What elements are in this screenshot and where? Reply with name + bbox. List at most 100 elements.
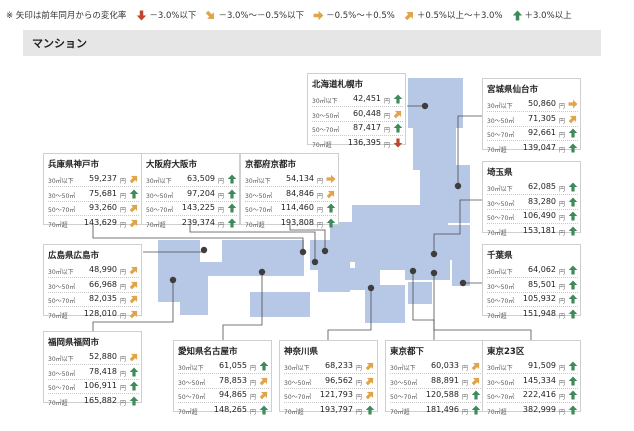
leader-line-fukuoka bbox=[92, 280, 174, 331]
size-label: 30㎡以下 bbox=[48, 178, 74, 185]
arrow-up-green-icon bbox=[227, 174, 237, 184]
row-divider bbox=[48, 200, 139, 202]
row-divider bbox=[487, 140, 578, 141]
city-marker-sendai bbox=[454, 182, 462, 190]
price-value: 71,305 bbox=[528, 113, 556, 123]
price-value: 87,417 bbox=[353, 123, 381, 132]
arrow-up-green-icon bbox=[227, 203, 237, 213]
price-row: 70㎡超 151,948 円 bbox=[487, 307, 578, 322]
city-marker-sapporo bbox=[421, 102, 429, 110]
arrow-up-green-icon bbox=[129, 189, 139, 199]
price-row: 30〜50㎡ 97,204 円 bbox=[146, 187, 237, 202]
unit-label: 円 bbox=[558, 229, 565, 237]
price-value: 61,055 bbox=[219, 361, 247, 370]
size-label: 50〜70㎡ bbox=[146, 207, 174, 214]
unit-label: 円 bbox=[355, 365, 362, 372]
arrow-down-right-orange-icon bbox=[205, 10, 216, 21]
price-value: 106,490 bbox=[522, 211, 556, 220]
row-divider bbox=[48, 364, 139, 365]
arrow-up-right-orange-icon bbox=[259, 376, 269, 386]
size-label: 70㎡超 bbox=[487, 312, 507, 320]
size-label: 30〜50㎡ bbox=[312, 112, 340, 120]
city-card-saitama: 埼玉県 30㎡以下 62,085 円 30〜50㎡ 83,280 円 50〜70… bbox=[482, 161, 581, 237]
legend-note: ※ 矢印は前年同月からの変化率 bbox=[6, 11, 127, 21]
unit-label: 円 bbox=[119, 399, 126, 407]
city-marker-fukuoka bbox=[169, 276, 177, 284]
arrow-up-green-icon bbox=[568, 280, 578, 290]
arrow-up-green-icon bbox=[568, 361, 578, 371]
unit-label: 円 bbox=[316, 207, 323, 214]
unit-label: 円 bbox=[119, 178, 126, 185]
map-shapes bbox=[158, 78, 470, 323]
section-header: マンション bbox=[23, 30, 601, 56]
arrow-up-green-icon bbox=[365, 405, 375, 415]
map-region bbox=[448, 225, 470, 260]
price-row: 50〜70㎡ 105,932 円 bbox=[487, 292, 578, 307]
size-label: 30㎡以下 bbox=[284, 365, 310, 372]
row-divider bbox=[48, 277, 139, 278]
price-value: 54,134 bbox=[286, 174, 314, 183]
size-label: 70㎡超 bbox=[245, 221, 265, 229]
price-row: 30〜50㎡ 88,891 円 bbox=[390, 374, 481, 389]
price-row: 50〜70㎡ 93,260 円 bbox=[48, 201, 139, 216]
map-region bbox=[408, 78, 463, 128]
row-divider bbox=[487, 277, 578, 278]
arrow-right-orange-icon bbox=[568, 99, 578, 109]
arrow-up-green-icon bbox=[568, 390, 578, 400]
size-label: 70㎡超 bbox=[312, 141, 332, 149]
unit-label: 円 bbox=[558, 312, 565, 320]
row-divider bbox=[487, 125, 578, 127]
unit-label: 円 bbox=[558, 283, 565, 291]
arrow-up-right-orange-icon bbox=[129, 265, 139, 275]
arrow-up-green-icon bbox=[471, 405, 481, 415]
price-value: 153,181 bbox=[522, 225, 556, 235]
arrow-up-green-icon bbox=[568, 197, 578, 207]
row-divider bbox=[487, 291, 578, 293]
price-row: 30㎡以下 50,860 円 bbox=[487, 97, 578, 112]
unit-label: 円 bbox=[217, 178, 224, 185]
unit-label: 円 bbox=[558, 200, 565, 208]
row-divider bbox=[487, 373, 578, 374]
arrow-down-red-icon bbox=[136, 10, 147, 21]
unit-label: 円 bbox=[558, 186, 565, 193]
size-label: 30㎡以下 bbox=[48, 356, 74, 363]
unit-label: 円 bbox=[249, 394, 256, 401]
row-divider bbox=[487, 402, 578, 403]
city-card-kyoto: 京都府京都市 30㎡以下 54,134 円 30〜50㎡ 84,846 円 50… bbox=[240, 153, 339, 229]
price-value: 120,588 bbox=[425, 390, 459, 399]
price-row: 50〜70㎡ 94,865 円 bbox=[178, 388, 269, 403]
size-label: 50〜70㎡ bbox=[390, 394, 418, 401]
row-divider bbox=[146, 215, 237, 216]
unit-label: 円 bbox=[119, 207, 126, 214]
arrow-up-green-icon bbox=[568, 128, 578, 138]
map-region bbox=[408, 282, 432, 304]
size-label: 70㎡超 bbox=[487, 229, 507, 237]
row-divider bbox=[390, 402, 481, 403]
map-region bbox=[180, 275, 208, 315]
arrow-up-right-orange-icon bbox=[129, 294, 139, 304]
unit-label: 円 bbox=[461, 408, 468, 416]
legend-label: －3.0%以下 bbox=[149, 11, 197, 21]
price-value: 66,968 bbox=[89, 279, 117, 289]
map-region bbox=[413, 128, 456, 170]
leader-line-saitama bbox=[433, 199, 482, 254]
arrow-up-green-icon bbox=[326, 203, 336, 213]
row-divider bbox=[178, 373, 269, 374]
unit-label: 円 bbox=[383, 127, 390, 134]
size-label: 50〜70㎡ bbox=[48, 298, 76, 305]
arrow-up-green-icon bbox=[568, 405, 578, 415]
row-divider bbox=[487, 223, 578, 224]
price-row: 30㎡以下 52,880 円 bbox=[48, 350, 139, 365]
price-row: 30㎡以下 42,451 円 bbox=[312, 92, 403, 107]
unit-label: 円 bbox=[249, 379, 256, 387]
price-row: 30㎡以下 48,990 円 bbox=[48, 263, 139, 278]
city-card-title: 北海道札幌市 bbox=[312, 80, 364, 90]
size-label: 30〜50㎡ bbox=[487, 379, 515, 387]
price-value: 64,062 bbox=[528, 265, 556, 274]
price-row: 30〜50㎡ 85,501 円 bbox=[487, 278, 578, 293]
arrow-up-right-orange-icon bbox=[471, 376, 481, 386]
price-row: 50〜70㎡ 106,911 円 bbox=[48, 379, 139, 394]
price-row: 70㎡超 136,395 円 bbox=[312, 136, 403, 151]
price-row: 70㎡超 143,629 円 bbox=[48, 216, 139, 231]
